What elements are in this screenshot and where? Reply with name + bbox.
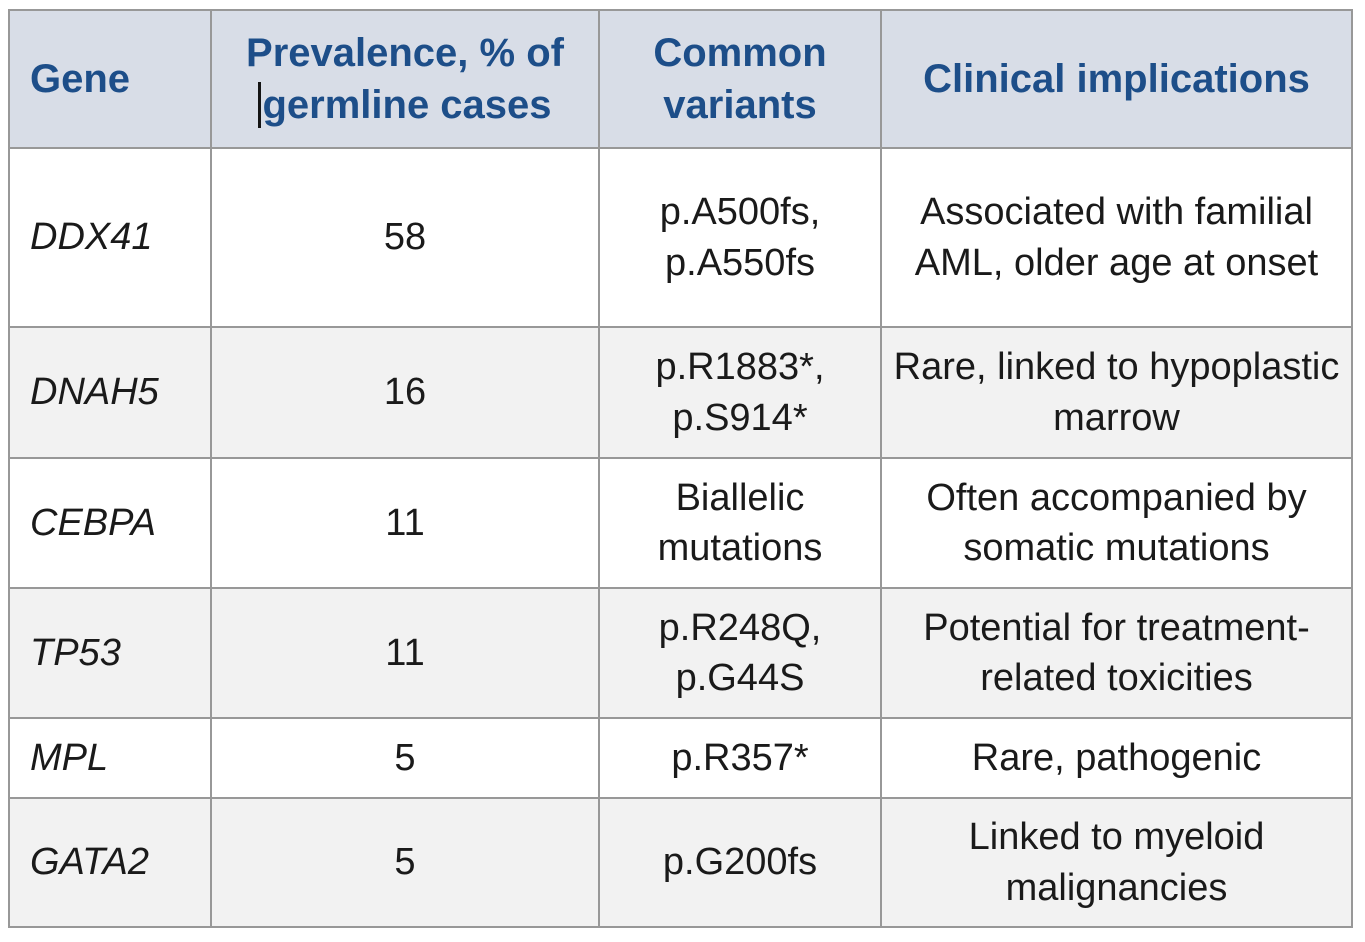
column-header-implications: Clinical implications	[880, 9, 1353, 149]
header-prevalence-line1: Prevalence, % of	[246, 31, 564, 75]
cell-gene: MPL	[8, 717, 212, 799]
cell-implications: Often accompanied by somatic mutations	[880, 457, 1353, 589]
column-header-gene: Gene	[8, 9, 212, 149]
table-row: DNAH5 16 p.R1883*, p.S914* Rare, linked to …	[8, 326, 1353, 459]
cell-implications: Rare, pathogenic	[880, 717, 1353, 799]
column-header-prevalence: Prevalence, % of germline cases	[210, 9, 600, 149]
header-row: Gene Prevalence, % of germline cases Comm…	[8, 9, 1353, 149]
cell-variants: p.G200fs	[598, 797, 882, 928]
cell-gene: CEBPA	[8, 457, 212, 589]
germline-gene-table: Gene Prevalence, % of germline cases Comm…	[8, 9, 1353, 928]
cell-gene: DDX41	[8, 147, 212, 328]
column-header-variants: Common variants	[598, 9, 882, 149]
table-body: DDX41 58 p.A500fs, p.A550fs Associated with…	[8, 147, 1353, 928]
cell-gene: DNAH5	[8, 326, 212, 459]
cell-prevalence: 11	[210, 457, 600, 589]
table-row: MPL 5 p.R357* Rare, pathogenic	[8, 717, 1353, 799]
cell-variants: p.R357*	[598, 717, 882, 799]
text-cursor	[258, 82, 262, 128]
table-header: Gene Prevalence, % of germline cases Comm…	[8, 9, 1353, 149]
cell-variants: p.A500fs, p.A550fs	[598, 147, 882, 328]
table-row: TP53 11 p.R248Q, p.G44S Potential for treat…	[8, 587, 1353, 719]
cell-variants: Biallelic mutations	[598, 457, 882, 589]
cell-implications: Potential for treatment-related toxiciti…	[880, 587, 1353, 719]
cell-implications: Linked to myeloid malignancies	[880, 797, 1353, 928]
cell-prevalence: 11	[210, 587, 600, 719]
cell-prevalence: 58	[210, 147, 600, 328]
cell-gene: GATA2	[8, 797, 212, 928]
table-row: CEBPA 11 Biallelic mutations Often accompan…	[8, 457, 1353, 589]
cell-prevalence: 5	[210, 797, 600, 928]
cell-prevalence: 5	[210, 717, 600, 799]
header-prevalence-line2: germline cases	[262, 83, 552, 127]
table-row: DDX41 58 p.A500fs, p.A550fs Associated with…	[8, 147, 1353, 328]
table-row: GATA2 5 p.G200fs Linked to myeloid malignan…	[8, 797, 1353, 928]
cell-gene: TP53	[8, 587, 212, 719]
cell-variants: p.R248Q, p.G44S	[598, 587, 882, 719]
cell-implications: Associated with familial AML, older age …	[880, 147, 1353, 328]
cell-implications: Rare, linked to hypoplastic marrow	[880, 326, 1353, 459]
cell-variants: p.R1883*, p.S914*	[598, 326, 882, 459]
cell-prevalence: 16	[210, 326, 600, 459]
